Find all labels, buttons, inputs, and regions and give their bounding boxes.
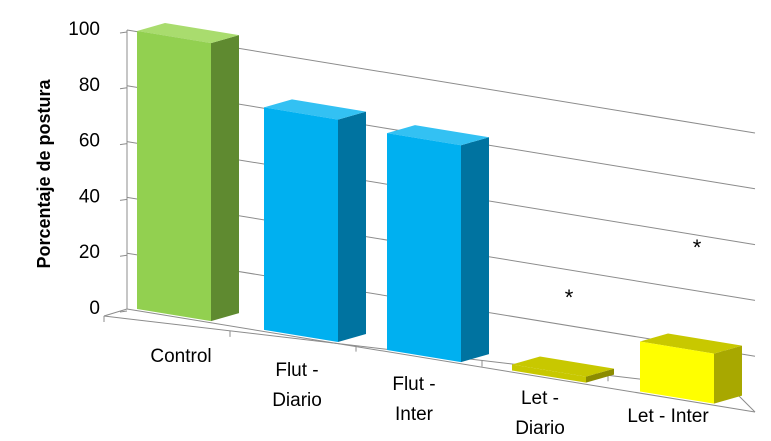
bar-top [137, 23, 239, 44]
bar-front [387, 133, 461, 363]
y-tick-label: 20 [79, 242, 100, 263]
y-tick-label: 0 [89, 298, 100, 319]
bar-top [264, 99, 366, 120]
y-tick [119, 254, 128, 257]
y-tick [119, 143, 128, 146]
bar-top [512, 356, 614, 377]
y-tick [119, 198, 128, 201]
bar-side [714, 345, 742, 404]
bar-front [512, 364, 586, 383]
y-tick-label: 80 [79, 75, 100, 96]
x-category-label: Inter [395, 404, 434, 425]
x-category-label: Flut - [392, 374, 435, 395]
bars [137, 23, 742, 404]
bar-side [586, 368, 614, 383]
y-tick [119, 87, 128, 90]
x-category-label: Flut - [275, 360, 318, 381]
y-tick [119, 31, 128, 34]
bar [137, 23, 239, 322]
x-category-label: Control [150, 346, 211, 367]
bar-side [211, 35, 239, 322]
bar-side [461, 137, 489, 363]
bar-front [640, 341, 714, 404]
significance-marker: * [693, 235, 702, 260]
x-category-label: Diario [272, 390, 322, 411]
gridline [126, 308, 756, 413]
bar-front [264, 107, 338, 342]
bar-side [338, 111, 366, 342]
bar [512, 356, 614, 383]
labels: 0 20 40 60 80 100 Porcentaje de postura * * Contr… [34, 19, 709, 439]
y-axis-title: Porcentaje de postura [34, 78, 54, 268]
y-tick-label: 60 [79, 131, 100, 152]
x-category-label: Diario [515, 418, 565, 439]
floor-left-edge [103, 308, 128, 317]
bar [640, 333, 742, 404]
bar-top [387, 125, 489, 146]
significance-marker: * [565, 285, 574, 310]
bar [264, 99, 366, 342]
y-tick-label: 40 [79, 186, 100, 207]
x-category-label: Let - [521, 388, 559, 409]
bar [387, 125, 489, 363]
bar-top [640, 333, 742, 354]
y-tick [119, 310, 128, 313]
bar-front [137, 31, 211, 322]
y-tick-label: 100 [68, 19, 100, 40]
x-category-label: Let - Inter [627, 406, 709, 427]
